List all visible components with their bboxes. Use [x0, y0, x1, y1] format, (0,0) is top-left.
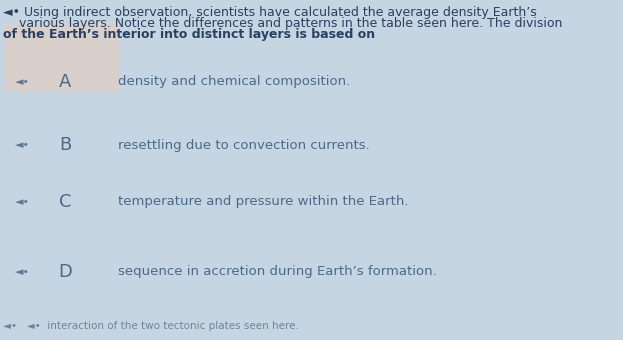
- Text: ◄• Using indirect observation, scientists have calculated the average density Ea: ◄• Using indirect observation, scientist…: [3, 6, 537, 19]
- Text: ◄•   ◄•  interaction of the two tectonic plates seen here.: ◄• ◄• interaction of the two tectonic pl…: [3, 321, 299, 331]
- Text: resettling due to convection currents.: resettling due to convection currents.: [118, 138, 369, 152]
- Text: temperature and pressure within the Earth.: temperature and pressure within the Eart…: [118, 195, 409, 208]
- Bar: [5, 24, 120, 92]
- Text: C: C: [59, 193, 71, 211]
- Text: sequence in accretion during Earth’s formation.: sequence in accretion during Earth’s for…: [118, 266, 437, 278]
- Text: various layers. Notice the differences and patterns in the table seen here. The : various layers. Notice the differences a…: [3, 17, 563, 30]
- Text: ◄•: ◄•: [14, 267, 29, 277]
- Text: A: A: [59, 73, 71, 91]
- Text: D: D: [58, 263, 72, 281]
- Text: of the Earth’s interior into distinct layers is based on: of the Earth’s interior into distinct la…: [3, 28, 375, 41]
- Text: ◄•: ◄•: [14, 77, 29, 87]
- Text: density and chemical composition.: density and chemical composition.: [118, 75, 350, 88]
- Text: ◄•: ◄•: [14, 140, 29, 150]
- Text: B: B: [59, 136, 71, 154]
- Text: ◄•: ◄•: [14, 197, 29, 207]
